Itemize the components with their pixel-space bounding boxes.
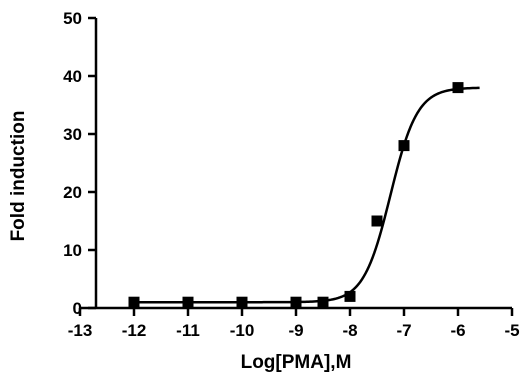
data-point: [344, 290, 356, 302]
x-axis: -13 -12 -11 -10 -9 -8 -7 -6 -5: [68, 306, 520, 340]
y-tick-label: 30: [63, 125, 82, 144]
data-point-layer: [128, 82, 464, 308]
fit-curve: [134, 86, 480, 304]
data-point: [452, 82, 464, 94]
fit-curve-layer: [134, 86, 480, 304]
x-tick-label: -5: [504, 321, 519, 340]
y-axis-title: Fold induction: [8, 111, 29, 242]
x-tick-label: -9: [288, 321, 303, 340]
data-point: [128, 296, 140, 308]
x-tick-label: -12: [122, 321, 147, 340]
y-tick-label: 40: [63, 67, 82, 86]
x-tick-label: -8: [342, 321, 357, 340]
x-axis-title: Log[PMA],M: [241, 352, 352, 373]
x-tick-label: -13: [68, 321, 93, 340]
data-point: [398, 140, 410, 152]
x-tick-label: -6: [450, 321, 465, 340]
data-point: [290, 296, 302, 308]
y-tick-label: 0: [73, 299, 82, 318]
data-point: [236, 296, 248, 308]
y-axis: 0 10 20 30 40 50: [63, 9, 98, 318]
y-tick-label: 10: [63, 241, 82, 260]
data-point: [317, 296, 329, 308]
data-point: [182, 296, 194, 308]
data-point: [371, 215, 383, 227]
y-tick-label: 20: [63, 183, 82, 202]
x-tick-label: -11: [176, 321, 200, 340]
x-tick-label: -10: [230, 321, 255, 340]
y-tick-label: 50: [63, 9, 82, 28]
x-tick-label: -7: [396, 321, 411, 340]
